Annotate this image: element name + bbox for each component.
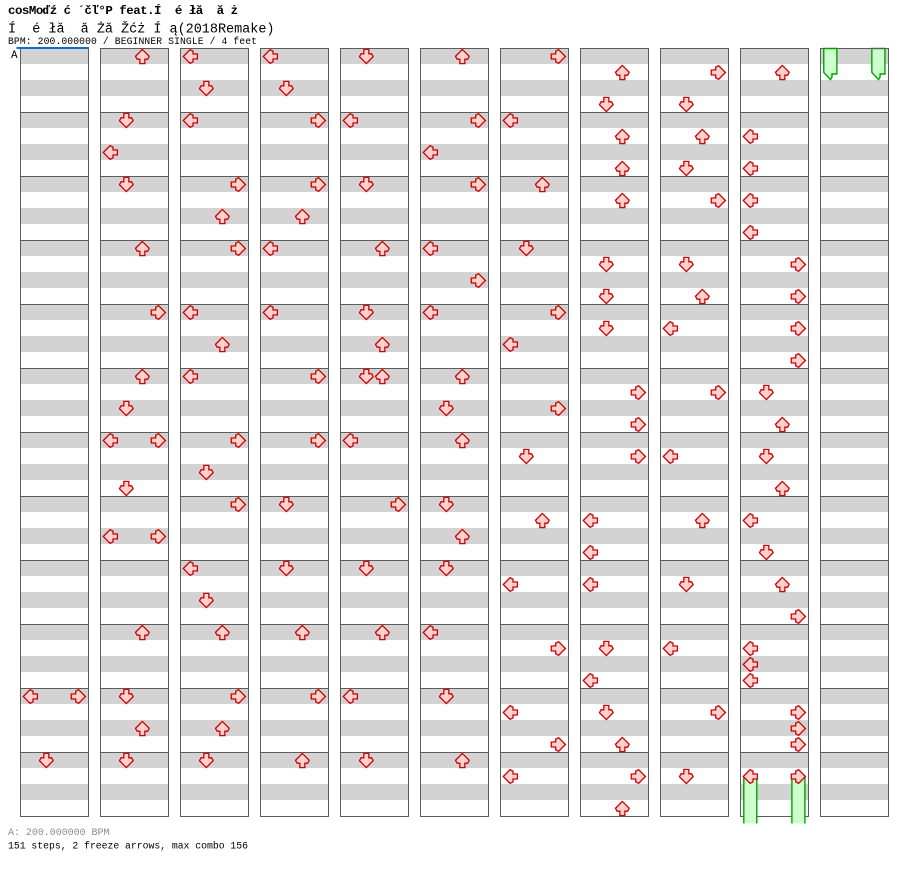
svg-text:Í é łă ă Żă Žćż Í ą(2018Rema: Í é łă ă Żă Žćż Í ą(2018Remake) [8,22,275,38]
svg-text:cosMoďź ć ´čľ°P feat.Í é łă: cosMoďź ć ´čľ°P feat.Í é łă ă ż [8,3,238,18]
svg-text:151 steps, 2 freeze arrows, ma: 151 steps, 2 freeze arrows, max combo 15… [8,840,248,851]
svg-text:A: 200.000000 BPM: A: 200.000000 BPM [8,828,110,839]
svg-text:BPM: 200.000000 / BEGINNER SIN: BPM: 200.000000 / BEGINNER SINGLE / 4 fe… [8,36,257,47]
svg-text:A: A [11,50,18,62]
